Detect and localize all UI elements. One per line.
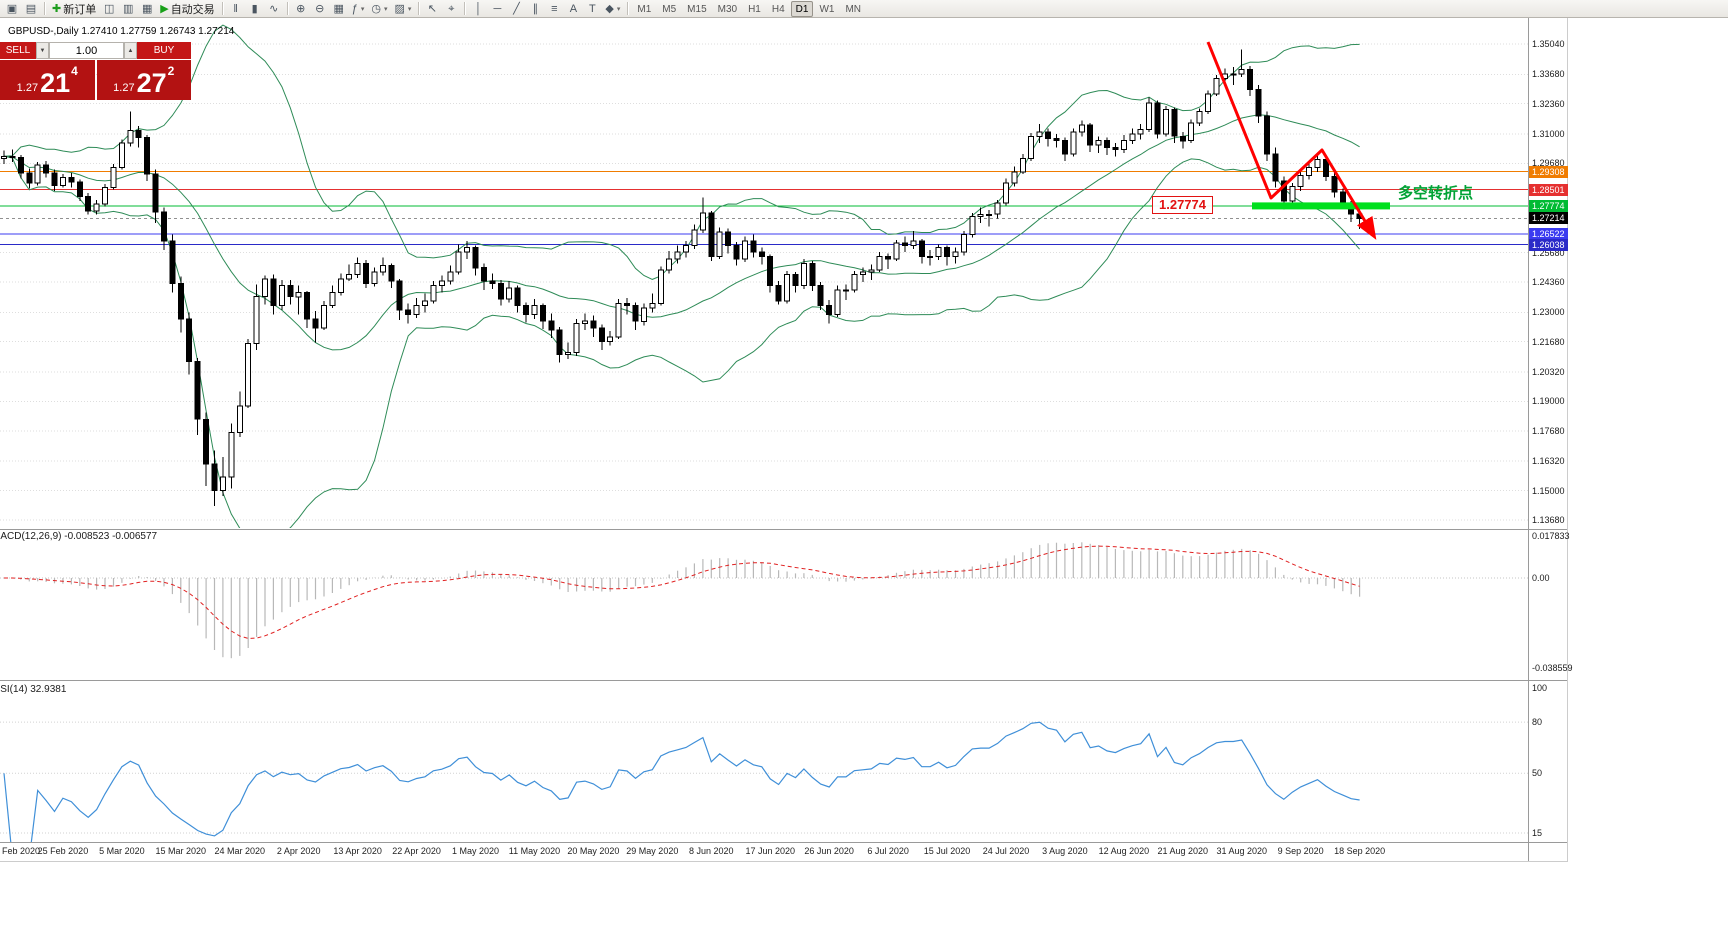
toolbar-separator: [418, 2, 420, 15]
crosshair-icon: ⌖: [448, 2, 455, 15]
auto-trading-button-label: 自动交易: [170, 3, 215, 16]
zoom-in-icon: ⊕: [296, 2, 306, 15]
bar-chart-button[interactable]: ‖: [227, 1, 245, 17]
cursor-button[interactable]: ↖: [423, 1, 441, 17]
timeframe-h1[interactable]: H1: [748, 3, 761, 15]
auto-trading-button[interactable]: ▶ 自动交易: [157, 1, 217, 17]
line-chart-icon: ∿: [269, 2, 279, 15]
timeframe-h4[interactable]: H4: [771, 3, 785, 15]
chart-profiles-button[interactable]: ▤: [22, 1, 40, 17]
channel-icon: ∥: [532, 2, 539, 15]
toolbar-separator: [44, 2, 45, 15]
vertical-line-icon: │: [474, 2, 482, 15]
toolbar-separator: [221, 2, 223, 15]
trendline-icon: ╱: [513, 2, 520, 15]
buy-price-pip: 2: [167, 64, 175, 78]
candles: [1, 49, 1363, 507]
chevron-down-icon: ▾: [383, 5, 388, 13]
volume-down-button[interactable]: ▼: [36, 42, 49, 59]
periods-button[interactable]: ◷ ▾: [368, 1, 390, 17]
toolbar: ▣ ▤ ✚ 新订单 ◫ ▥ ▦ ▶ 自动交易 ‖ ▮ ∿ ⊕ ⊖ ▦ ƒ ▾ ◷ ▾ ▨ ▾ ↖ ⌖ │ ─ ╱ ∥ ≡ A T ◆ ▾ M1 M…: [0, 0, 1728, 18]
chevron-down-icon: ▾: [360, 5, 365, 13]
candlestick-chart-icon: ▮: [251, 2, 258, 15]
chevron-down-icon: ▾: [616, 5, 621, 13]
new-chart-button[interactable]: ▣: [3, 1, 21, 17]
terminal-button[interactable]: ▦: [138, 1, 156, 17]
tile-windows-button[interactable]: ▦: [330, 1, 348, 17]
timeframe-m30[interactable]: M30: [717, 3, 738, 15]
indicators-button[interactable]: ƒ ▾: [349, 1, 368, 17]
rsi-plot: [0, 721, 1528, 842]
chevron-down-icon: ▾: [407, 5, 412, 13]
timeframe-d1[interactable]: D1: [790, 0, 814, 17]
label-icon: T: [589, 2, 596, 15]
buy-price-base: 1.27: [113, 82, 135, 94]
volume-input[interactable]: 1.00: [49, 42, 124, 59]
one-click-trading-panel: SELL ▼ 1.00 ▲ BUY 1.27 21 4 1.27 27 2: [0, 42, 191, 100]
bar-chart-icon: ‖: [233, 2, 238, 15]
volume-up-button[interactable]: ▲: [124, 42, 137, 59]
timeframe-m15[interactable]: M15: [687, 3, 707, 15]
tile-windows-icon: ▦: [333, 2, 344, 15]
buy-price-button[interactable]: 1.27 27 2: [96, 60, 191, 100]
text-button[interactable]: A: [564, 1, 582, 17]
market-watch-icon: ◫: [104, 2, 115, 15]
arrows-icon: ◆: [605, 2, 614, 15]
sell-price-big: 21: [40, 68, 71, 99]
triangle-down-icon: ▼: [39, 47, 46, 54]
buy-price-big: 27: [136, 68, 167, 99]
timeframe-m5[interactable]: M5: [662, 3, 677, 15]
zoom-in-button[interactable]: ⊕: [292, 1, 310, 17]
candlestick-chart-button[interactable]: ▮: [246, 1, 264, 17]
text-icon: A: [569, 2, 578, 15]
toolbar-separator: [627, 2, 629, 15]
sell-price-pip: 4: [71, 64, 78, 78]
triangle-up-icon: ▲: [127, 47, 134, 54]
fibonacci-icon: ≡: [551, 2, 558, 15]
chart-annotations[interactable]: [1206, 41, 1390, 240]
templates-button[interactable]: ▨ ▾: [391, 1, 414, 17]
new-order-button-label: 新订单: [63, 3, 97, 16]
label-button[interactable]: T: [583, 1, 601, 17]
timeframe-mn[interactable]: MN: [845, 3, 862, 15]
horizontal-line-button[interactable]: ─: [488, 1, 506, 17]
support-zone-annotation[interactable]: [1252, 202, 1390, 210]
sell-price-button[interactable]: 1.27 21 4: [0, 60, 95, 100]
data-window-icon: ▥: [123, 2, 134, 15]
auto-trading-icon: ▶: [160, 2, 169, 15]
buy-button[interactable]: BUY: [137, 42, 191, 59]
timeframe-m1[interactable]: M1: [637, 3, 652, 15]
data-window-button[interactable]: ▥: [119, 1, 137, 17]
cursor-icon: ↖: [427, 2, 437, 15]
toolbar-separator: [464, 2, 466, 15]
new-order-button[interactable]: ✚ 新订单: [49, 1, 99, 17]
timeframe-w1[interactable]: W1: [819, 3, 835, 15]
panel-frames: [0, 17, 1568, 862]
arrows-button[interactable]: ◆ ▾: [602, 1, 623, 17]
zoom-out-icon: ⊖: [315, 2, 325, 15]
macd-plot: [0, 542, 1528, 659]
new-order-icon: ✚: [52, 2, 62, 15]
horizontal-line-icon: ─: [493, 2, 502, 15]
indicators-icon: ƒ: [351, 2, 358, 15]
bollinger-bands: [3, 24, 1360, 528]
trendline-annotation[interactable]: [1206, 41, 1377, 240]
periods-icon: ◷: [371, 2, 381, 15]
crosshair-button[interactable]: ⌖: [442, 1, 460, 17]
templates-icon: ▨: [394, 2, 405, 15]
fibonacci-button[interactable]: ≡: [545, 1, 563, 17]
channel-button[interactable]: ∥: [526, 1, 544, 17]
zoom-out-button[interactable]: ⊖: [311, 1, 329, 17]
terminal-icon: ▦: [142, 2, 153, 15]
new-chart-icon: ▣: [6, 2, 18, 15]
market-watch-button[interactable]: ◫: [100, 1, 118, 17]
chart-profiles-icon: ▤: [25, 2, 37, 15]
toolbar-separator: [286, 2, 288, 15]
vertical-line-button[interactable]: │: [469, 1, 487, 17]
sell-price-base: 1.27: [16, 82, 39, 94]
sell-button[interactable]: SELL: [0, 42, 36, 59]
trendline-button[interactable]: ╱: [507, 1, 525, 17]
line-chart-button[interactable]: ∿: [265, 1, 283, 17]
